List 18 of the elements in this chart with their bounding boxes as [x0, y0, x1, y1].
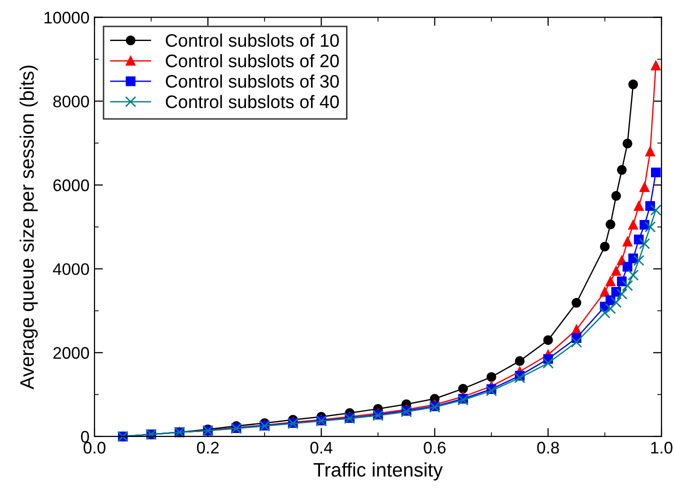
y-tick-label: 4000 — [52, 263, 89, 276]
y-tick-label: 10000 — [44, 12, 89, 24]
x-tick-label: 0.0 — [84, 442, 106, 454]
legend-label: Control subslots of 30 — [166, 74, 339, 88]
y-tick-label: 6000 — [53, 179, 89, 192]
x-tick-label: 0.2 — [196, 442, 219, 454]
legend-label: Control subslots of 40 — [166, 94, 339, 108]
y-axis-title: Average queue size per session (bits) — [20, 66, 38, 390]
x-tick-label: 0.8 — [537, 442, 559, 454]
legend-label: Control subslots of 20 — [166, 54, 339, 68]
legend-label: Control subslots of 10 — [166, 34, 339, 47]
x-axis-title: Traffic intensity — [314, 462, 443, 481]
y-tick-label: 2000 — [53, 347, 89, 359]
x-tick-label: 0.6 — [424, 442, 446, 454]
y-tick-label: 0 — [81, 430, 89, 443]
x-tick-label: 0.4 — [310, 442, 332, 454]
y-tick-label: 8000 — [53, 96, 89, 108]
x-tick-label: 1.0 — [651, 442, 672, 454]
